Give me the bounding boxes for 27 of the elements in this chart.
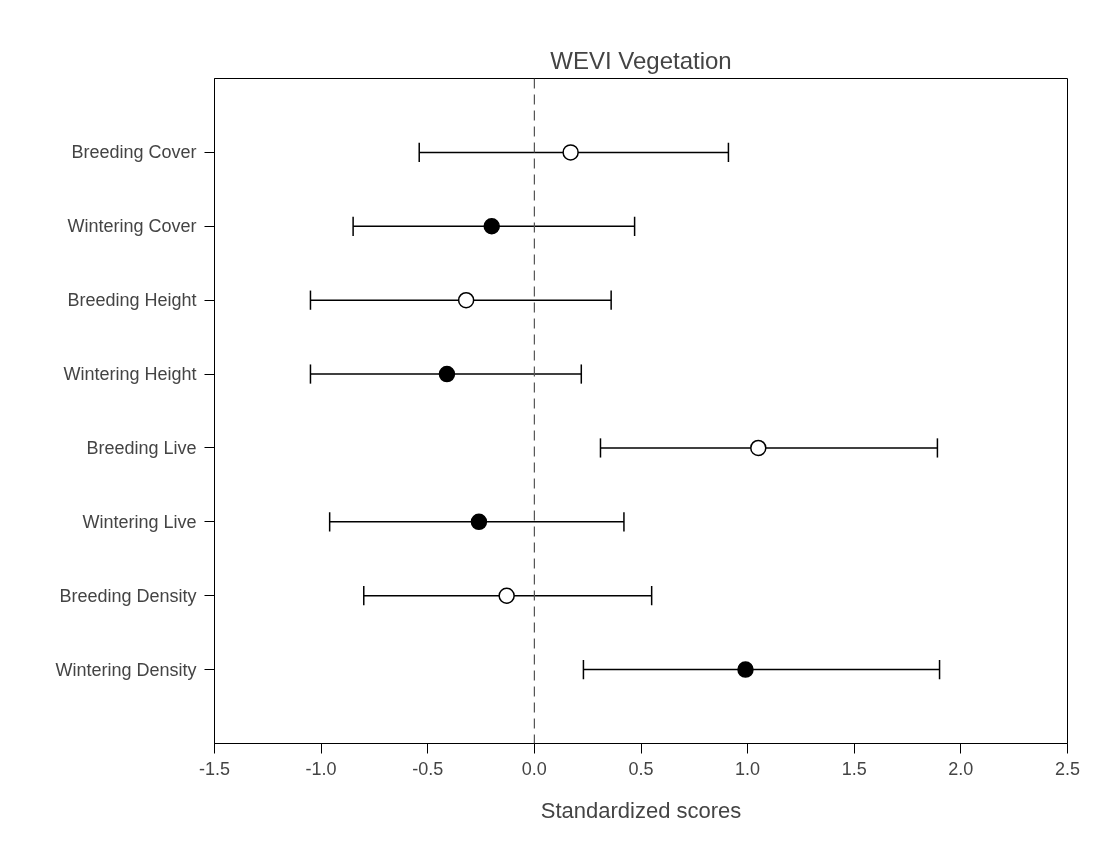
x-tick-label: 1.0 [735, 758, 761, 779]
y-tick-label: Breeding Height [67, 290, 197, 311]
point [737, 661, 754, 678]
point [438, 365, 456, 383]
x-tick-label: -1.0 [305, 758, 337, 779]
x-tick-label: 2.5 [1054, 758, 1081, 779]
y-tick-label: Wintering Live [82, 511, 197, 532]
y-tick-label: Wintering Cover [67, 216, 197, 237]
x-tick-label: 1.5 [841, 758, 867, 779]
x-tick-label: 0.0 [521, 758, 547, 779]
chart-title: WEVI Vegetation [550, 46, 732, 74]
point [498, 587, 515, 604]
y-tick-label: Breeding Density [59, 585, 197, 606]
point [457, 291, 475, 309]
point [470, 513, 488, 531]
x-tick-label: -1.5 [198, 758, 231, 779]
x-axis-title: Standardized scores [540, 797, 742, 823]
point [483, 218, 500, 235]
x-tick-label: 2.0 [948, 758, 974, 779]
y-tick-label: Wintering Density [55, 659, 197, 680]
y-tick-label: Breeding Cover [71, 142, 197, 163]
y-tick-label: Wintering Height [63, 364, 197, 385]
point [750, 439, 767, 457]
x-tick-label: 0.5 [628, 758, 654, 779]
x-tick-label: -0.5 [412, 758, 444, 779]
point [562, 144, 579, 161]
y-tick-label: Breeding Live [86, 437, 197, 458]
